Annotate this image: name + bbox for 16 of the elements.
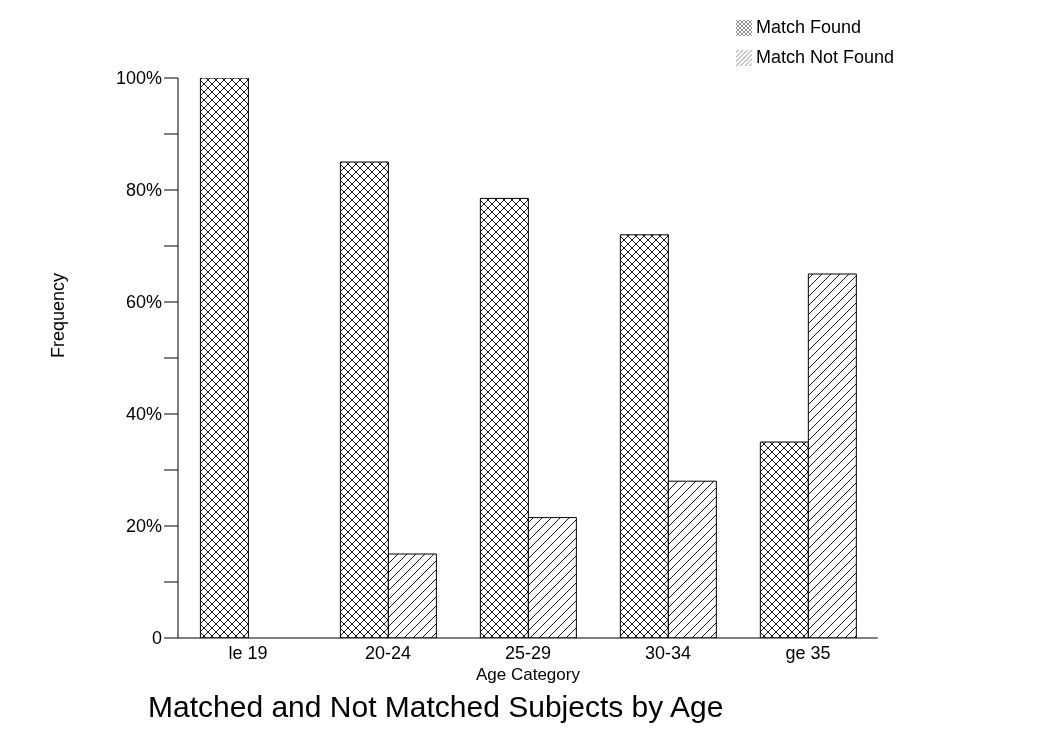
text: Matched and Not Matched Subjects by Age bbox=[147, 690, 725, 724]
y-axis-title: Frequency bbox=[48, 272, 69, 358]
y-tick-label: 40% bbox=[125, 404, 162, 425]
y-tick-label: 80% bbox=[125, 180, 162, 201]
x-tick-label: 30-34 bbox=[644, 642, 691, 663]
legend-label: Match Found bbox=[755, 17, 861, 37]
y-tick-label: 60% bbox=[125, 292, 162, 313]
y-tick-label: 100% bbox=[115, 68, 162, 89]
x-axis-title: Age Category bbox=[475, 665, 581, 684]
x-tick-label: 20-24 bbox=[364, 642, 411, 663]
x-tick-label: ge 35 bbox=[785, 642, 831, 663]
y-tick-label: 0 bbox=[151, 628, 162, 649]
x-tick-label: le 19 bbox=[228, 642, 268, 663]
legend-label: Match Not Found bbox=[755, 47, 894, 67]
x-tick-label: 25-29 bbox=[504, 642, 551, 663]
y-tick-label: 20% bbox=[125, 516, 162, 537]
